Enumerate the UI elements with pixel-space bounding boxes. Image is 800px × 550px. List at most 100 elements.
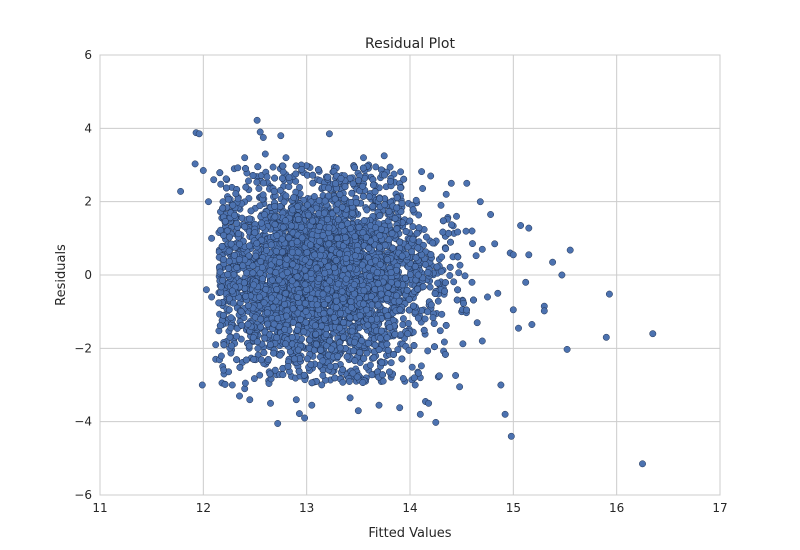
scatter-point: [343, 353, 351, 361]
scatter-point: [409, 223, 417, 231]
scatter-point: [515, 324, 522, 332]
scatter-point: [270, 187, 278, 195]
scatter-point: [256, 202, 264, 210]
scatter-point: [216, 322, 224, 330]
scatter-point: [455, 269, 463, 277]
scatter-point: [290, 355, 298, 363]
scatter-point: [217, 226, 225, 234]
scatter-point: [370, 354, 378, 362]
scatter-point: [325, 130, 333, 138]
scatter-point: [363, 206, 371, 214]
scatter-point: [454, 286, 462, 294]
scatter-point: [437, 201, 445, 209]
scatter-point: [383, 340, 391, 348]
scatter-point: [649, 330, 657, 338]
scatter-point: [254, 345, 262, 352]
scatter-point: [260, 179, 267, 187]
scatter-point: [399, 321, 407, 329]
scatter-point: [271, 202, 279, 210]
scatter-point: [377, 290, 385, 298]
scatter-point: [245, 242, 253, 250]
scatter-point: [254, 163, 262, 171]
scatter-point: [462, 227, 470, 235]
scatter-point: [225, 257, 233, 265]
scatter-point: [394, 346, 402, 354]
scatter-point: [217, 352, 225, 360]
scatter-point: [414, 314, 422, 322]
scatter-point: [289, 305, 297, 313]
scatter-point: [478, 245, 486, 253]
scatter-point: [259, 275, 267, 283]
scatter-point: [205, 198, 212, 206]
scatter-point: [220, 341, 228, 349]
scatter-point: [442, 190, 450, 198]
scatter-point: [279, 162, 287, 170]
scatter-point: [438, 310, 446, 318]
scatter-point: [275, 276, 283, 284]
scatter-point: [438, 253, 446, 261]
scatter-point: [433, 263, 441, 271]
scatter-point: [384, 312, 392, 320]
scatter-point: [236, 392, 243, 400]
scatter-point: [348, 209, 356, 217]
scatter-point: [231, 211, 239, 219]
scatter-point: [218, 242, 226, 250]
scatter-point: [328, 210, 336, 218]
scatter-point: [431, 343, 438, 351]
scatter-point: [387, 359, 395, 367]
scatter-point: [418, 168, 426, 176]
scatter-point: [461, 272, 469, 280]
scatter-point: [522, 278, 530, 286]
scatter-point: [566, 246, 574, 254]
scatter-point: [266, 267, 274, 275]
scatter-point: [259, 134, 267, 141]
scatter-point: [396, 238, 404, 246]
scatter-point: [255, 185, 263, 192]
scatter-point: [549, 258, 557, 266]
scatter-point: [385, 236, 393, 244]
scatter-point: [338, 288, 346, 296]
scatter-point: [257, 356, 265, 364]
scatter-point: [292, 162, 300, 170]
scatter-point: [494, 289, 502, 297]
scatter-point: [473, 319, 481, 327]
scatter-point: [360, 154, 367, 162]
scatter-point: [391, 330, 399, 338]
scatter-point: [341, 183, 349, 191]
scatter-point: [353, 373, 361, 381]
scatter-point: [326, 308, 334, 316]
scatter-point: [387, 177, 394, 185]
scatter-point: [400, 175, 408, 183]
scatter-point: [310, 193, 318, 200]
scatter-point: [337, 174, 345, 182]
scatter-point: [424, 308, 432, 316]
scatter-point: [351, 357, 359, 365]
scatter-point: [442, 279, 449, 287]
scatter-point: [325, 240, 333, 248]
scatter-point: [391, 214, 399, 222]
scatter-point: [277, 132, 285, 140]
scatter-point: [208, 234, 216, 242]
scatter-point: [463, 179, 471, 187]
scatter-point: [375, 346, 383, 354]
scatter-point: [454, 228, 462, 236]
scatter-point: [432, 418, 440, 426]
scatter-point: [517, 222, 525, 229]
scatter-point: [509, 251, 517, 259]
scatter-point: [351, 290, 358, 298]
scatter-point: [229, 299, 237, 307]
scatter-point: [233, 264, 241, 272]
scatter-point: [376, 232, 384, 240]
scatter-point: [409, 206, 417, 214]
scatter-point: [278, 174, 286, 182]
scatter-point: [349, 369, 357, 377]
scatter-point: [435, 372, 443, 380]
scatter-point: [216, 169, 224, 177]
scatter-point: [415, 369, 422, 377]
scatter-point: [300, 371, 308, 379]
scatter-point: [375, 401, 383, 409]
scatter-point: [340, 333, 348, 341]
scatter-point: [223, 227, 231, 235]
scatter-point: [397, 168, 405, 176]
scatter-point: [282, 290, 290, 297]
